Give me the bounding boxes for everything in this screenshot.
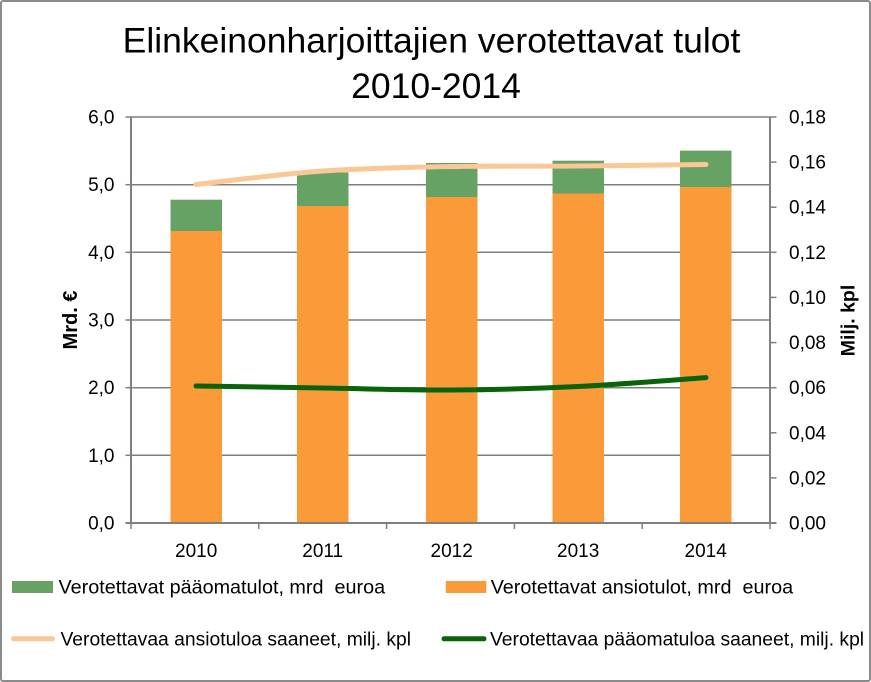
svg-text:2013: 2013 bbox=[557, 541, 599, 562]
svg-text:0,10: 0,10 bbox=[789, 288, 826, 309]
svg-text:0,00: 0,00 bbox=[789, 514, 826, 535]
svg-text:2,0: 2,0 bbox=[88, 378, 114, 399]
svg-text:0,18: 0,18 bbox=[789, 108, 826, 129]
svg-text:1,0: 1,0 bbox=[88, 446, 114, 467]
svg-text:Verotettavat pääomatulot, mrd: Verotettavat pääomatulot, mrd euroa bbox=[59, 577, 386, 599]
svg-text:Elinkeinonharjoittajien verote: Elinkeinonharjoittajien verotettavat tul… bbox=[123, 21, 741, 61]
svg-text:0,16: 0,16 bbox=[789, 153, 826, 174]
svg-text:0,08: 0,08 bbox=[789, 333, 826, 354]
svg-text:2011: 2011 bbox=[302, 541, 343, 562]
svg-text:3,0: 3,0 bbox=[88, 311, 114, 332]
svg-text:Verotettavaa pääomatuloa saane: Verotettavaa pääomatuloa saaneet, milj. … bbox=[490, 629, 864, 650]
svg-text:Mrd. €: Mrd. € bbox=[60, 291, 82, 350]
svg-text:Verotettavat ansiotulot, mrd: Verotettavat ansiotulot, mrd euroa bbox=[491, 577, 793, 599]
svg-text:0,06: 0,06 bbox=[789, 378, 826, 399]
svg-text:0,04: 0,04 bbox=[789, 423, 826, 444]
svg-text:0,02: 0,02 bbox=[789, 468, 826, 489]
svg-text:Milj. kpl: Milj. kpl bbox=[838, 285, 860, 357]
svg-text:2010-2014: 2010-2014 bbox=[351, 66, 521, 106]
svg-text:5,0: 5,0 bbox=[88, 175, 114, 196]
svg-text:2012: 2012 bbox=[431, 541, 473, 562]
svg-text:4,0: 4,0 bbox=[88, 243, 114, 264]
svg-text:2014: 2014 bbox=[685, 541, 728, 562]
svg-text:6,0: 6,0 bbox=[88, 108, 114, 129]
svg-text:Verotettavaa ansiotuloa saanee: Verotettavaa ansiotuloa saaneet, milj. k… bbox=[61, 629, 412, 650]
svg-text:0,0: 0,0 bbox=[88, 514, 114, 535]
svg-text:0,12: 0,12 bbox=[789, 243, 826, 264]
svg-text:0,14: 0,14 bbox=[789, 198, 826, 219]
svg-text:2010: 2010 bbox=[175, 541, 217, 562]
